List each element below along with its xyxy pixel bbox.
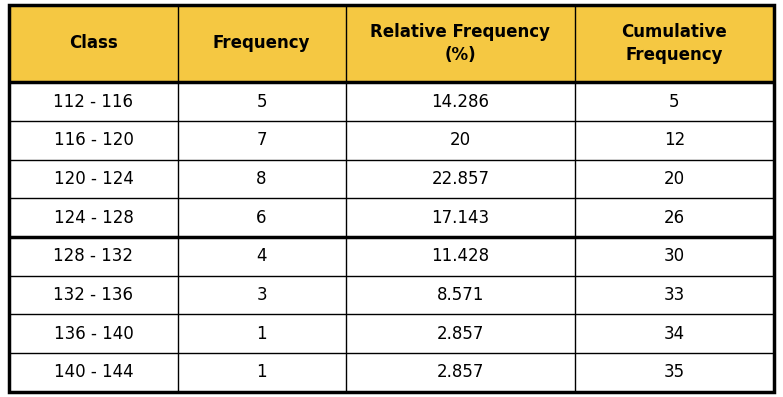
Bar (345, 314, 575, 353)
Bar (575, 276, 774, 314)
Text: 140 - 144: 140 - 144 (54, 364, 133, 382)
Text: 2.857: 2.857 (437, 325, 484, 343)
Bar (9, 353, 178, 392)
Bar (9, 160, 178, 198)
Text: 124 - 128: 124 - 128 (53, 209, 133, 227)
Text: 11.428: 11.428 (431, 247, 489, 265)
Text: Frequency: Frequency (213, 35, 310, 52)
Bar (575, 5, 774, 82)
Bar (178, 198, 345, 237)
Text: 1: 1 (256, 325, 267, 343)
Text: 30: 30 (664, 247, 685, 265)
Text: 120 - 124: 120 - 124 (53, 170, 133, 188)
Text: 22.857: 22.857 (431, 170, 489, 188)
Text: 8.571: 8.571 (437, 286, 484, 304)
Text: 5: 5 (256, 93, 267, 110)
Text: 6: 6 (256, 209, 267, 227)
Text: 8: 8 (256, 170, 267, 188)
Bar (178, 237, 345, 276)
Bar (9, 237, 178, 276)
Text: 128 - 132: 128 - 132 (53, 247, 133, 265)
Bar (9, 198, 178, 237)
Bar (178, 5, 345, 82)
Text: 3: 3 (256, 286, 267, 304)
Text: 112 - 116: 112 - 116 (53, 93, 133, 110)
Text: 12: 12 (664, 131, 685, 149)
Bar (345, 121, 575, 160)
Bar (178, 314, 345, 353)
Text: 2.857: 2.857 (437, 364, 484, 382)
Text: 20: 20 (449, 131, 471, 149)
Bar (345, 237, 575, 276)
Text: 14.286: 14.286 (431, 93, 489, 110)
Bar (575, 353, 774, 392)
Text: Relative Frequency
(%): Relative Frequency (%) (370, 23, 550, 64)
Bar (178, 121, 345, 160)
Text: Cumulative
Frequency: Cumulative Frequency (622, 23, 727, 64)
Bar (9, 314, 178, 353)
Bar (178, 82, 345, 121)
Bar (178, 276, 345, 314)
Bar (178, 160, 345, 198)
Bar (575, 314, 774, 353)
Text: 136 - 140: 136 - 140 (53, 325, 133, 343)
Bar (575, 198, 774, 237)
Text: 26: 26 (664, 209, 685, 227)
Bar (345, 198, 575, 237)
Bar (9, 121, 178, 160)
Bar (345, 353, 575, 392)
Text: Class: Class (69, 35, 117, 52)
Text: 17.143: 17.143 (431, 209, 489, 227)
Text: 20: 20 (664, 170, 685, 188)
Text: 33: 33 (664, 286, 685, 304)
Text: 132 - 136: 132 - 136 (53, 286, 133, 304)
Bar (575, 237, 774, 276)
Bar (575, 82, 774, 121)
Text: 1: 1 (256, 364, 267, 382)
Bar (9, 276, 178, 314)
Text: 4: 4 (256, 247, 267, 265)
Text: 34: 34 (664, 325, 685, 343)
Bar (575, 160, 774, 198)
Text: 7: 7 (256, 131, 267, 149)
Text: 35: 35 (664, 364, 685, 382)
Bar (575, 121, 774, 160)
Text: 5: 5 (669, 93, 680, 110)
Bar (9, 5, 178, 82)
Bar (178, 353, 345, 392)
Text: 116 - 120: 116 - 120 (53, 131, 133, 149)
Bar (9, 82, 178, 121)
Bar (345, 276, 575, 314)
Bar (345, 160, 575, 198)
Bar (345, 5, 575, 82)
Bar (345, 82, 575, 121)
